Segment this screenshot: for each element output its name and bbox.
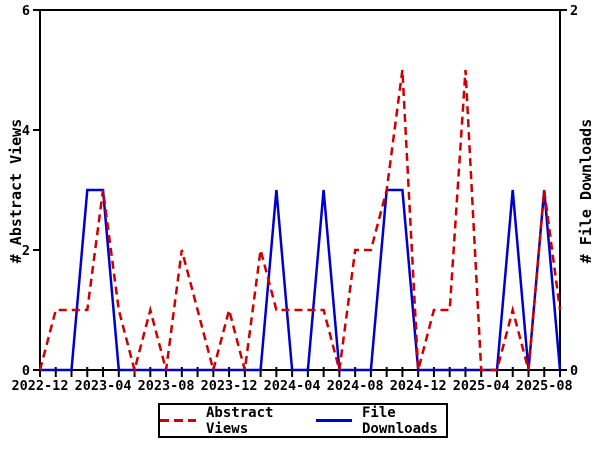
legend-label-abstract-views: Abstract Views	[206, 404, 274, 437]
y-tick-label-left: 6	[22, 3, 30, 19]
x-tick-label: 2024-08	[327, 378, 384, 394]
legend-label-file-downloads: File Downloads	[362, 404, 438, 437]
legend-item-abstract-views: Abstract Views	[160, 405, 290, 437]
y-tick-label-right: 2	[570, 3, 578, 19]
y-tick-label-left: 4	[22, 123, 30, 139]
legend-item-file-downloads: File Downloads	[316, 405, 446, 437]
y-axis-title-left: # Abstract Views	[7, 118, 25, 264]
y-tick-label-right: 0	[570, 363, 578, 379]
x-tick-label: 2023-08	[138, 378, 195, 394]
y-tick-label-left: 2	[22, 243, 30, 259]
x-tick-label: 2022-12	[12, 378, 69, 394]
abstract-views-line	[38, 69, 562, 375]
x-tick-label: 2024-04	[264, 378, 321, 394]
file-downloads-line-swatch	[316, 419, 352, 422]
x-tick-label: 2025-08	[516, 378, 573, 394]
plot-frame	[39, 9, 561, 371]
x-tick-label: 2023-12	[201, 378, 258, 394]
file-downloads-line	[40, 188, 562, 372]
x-tick-label: 2024-12	[390, 378, 447, 394]
x-tick-label: 2025-04	[453, 378, 510, 394]
x-tick-label: 2023-04	[75, 378, 132, 394]
legend: Abstract Views File Downloads	[158, 403, 448, 438]
y-axis-title-right: # File Downloads	[577, 118, 595, 264]
y-tick-label-left: 0	[22, 363, 30, 379]
abstract-views-line-swatch	[160, 419, 196, 422]
